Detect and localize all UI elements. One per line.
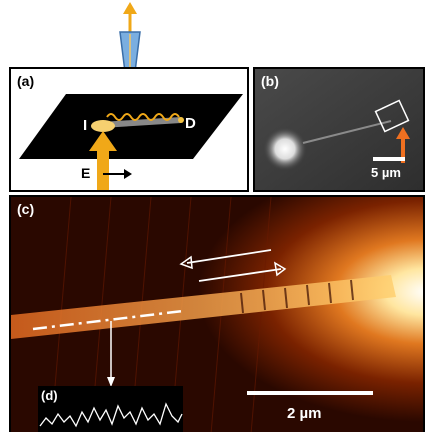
panel-d: (d): [38, 386, 183, 432]
wire-trace: [302, 120, 392, 144]
panel-b-image: [255, 69, 423, 190]
nanowire-streak: [11, 275, 396, 339]
arrow-left: [186, 249, 272, 264]
intensity-profile: [39, 402, 183, 428]
panel-a-schematic: [19, 94, 243, 190]
scale-text-b: 5 µm: [371, 165, 401, 180]
excitation-spot: [91, 120, 115, 132]
profile-line: [32, 309, 184, 331]
detection-box: [374, 99, 410, 133]
arrow-right: [198, 268, 282, 282]
panel-a: (a) I D E: [9, 67, 249, 192]
input-beam: [89, 131, 117, 190]
input-label: I: [83, 117, 88, 134]
scale-bar-c: [247, 391, 373, 395]
panel-b-label: (b): [261, 73, 279, 89]
wire-modulation: [240, 279, 354, 314]
detection-spot: [178, 117, 184, 123]
field-label: E: [81, 165, 91, 181]
panel-b: (b) 5 µm: [253, 67, 425, 192]
panel-c: (c) 2 µm: [9, 195, 425, 432]
plasmon-wave: [106, 113, 180, 121]
panel-a-label: (a): [17, 73, 35, 89]
excitation-bright-spot: [263, 127, 307, 171]
panel-d-label: (d): [41, 388, 58, 403]
panel-c-label: (c): [17, 201, 35, 217]
emission-arrow-head: [123, 2, 137, 14]
scale-bar-b: [373, 157, 405, 161]
substrate: [19, 94, 243, 159]
profile-curve: [39, 402, 183, 428]
detect-label: D: [185, 115, 196, 132]
scale-text-c: 2 µm: [287, 405, 322, 422]
